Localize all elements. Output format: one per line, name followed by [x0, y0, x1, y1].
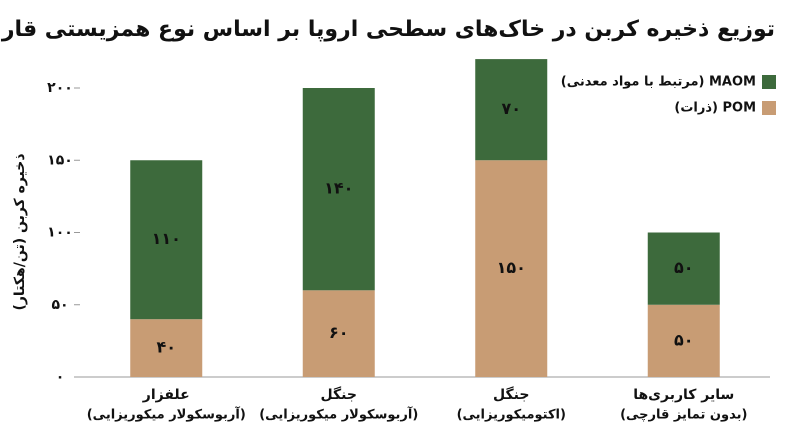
bar-segment: [302, 290, 375, 377]
y-tick-label: ۱۰۰: [47, 225, 73, 241]
x-tick-sublabel: (آربوسکولار میکوریزایی): [259, 406, 418, 423]
legend-label: POM (ذرات): [674, 101, 756, 116]
bar-segment: [130, 319, 203, 377]
data-label: ۶۰: [329, 323, 349, 342]
bar-segment: [647, 304, 720, 377]
legend-swatch: [762, 75, 776, 89]
data-label: ۱۴۰: [324, 179, 353, 198]
data-label: ۱۱۰: [152, 229, 181, 248]
y-tick-label: ۰: [56, 369, 65, 385]
data-label: ۱۵۰: [497, 258, 526, 277]
data-label: ۴۰: [156, 338, 176, 357]
bar-segment: [130, 160, 203, 320]
x-tick-label: سایر کاربری‌ها: [633, 387, 734, 403]
legend-label: MAOM (مرتبط با مواد معدنی): [561, 75, 756, 90]
x-tick-sublabel: (اکتومیکوریزایی): [457, 408, 566, 423]
bar-segment: [475, 160, 548, 377]
legend-swatch: [762, 101, 776, 115]
data-label: ۵۰: [674, 258, 694, 277]
y-tick-label: ۱۵۰: [47, 152, 73, 168]
data-label: ۷۰: [501, 99, 521, 118]
bar-segment: [475, 59, 548, 161]
y-tick-label: ۲۰۰: [47, 80, 73, 96]
x-tick-sublabel: (بدون تمایز قارچی): [620, 408, 747, 423]
y-axis-label: ذخیره کربن (تن/هکتار): [12, 153, 28, 310]
chart-title: توزیع ذخیره کربن در خاک‌های سطحی اروپا ب…: [0, 17, 775, 42]
x-tick-label: جنگل: [493, 386, 529, 403]
bar-segment: [647, 232, 720, 305]
data-label: ۵۰: [674, 330, 694, 349]
x-tick-label: علفزار: [142, 387, 190, 403]
x-tick-label: جنگل: [321, 386, 357, 403]
bar-segment: [302, 88, 375, 291]
y-tick-label: ۵۰: [51, 297, 68, 313]
x-tick-sublabel: (آربوسکولار میکوریزایی): [87, 406, 246, 423]
